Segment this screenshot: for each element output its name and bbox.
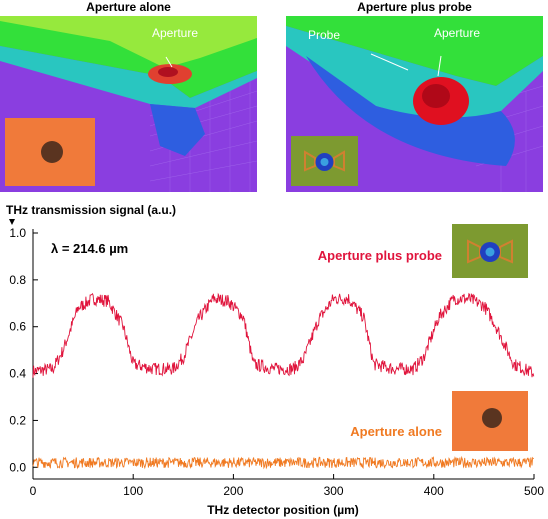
series-line-aperture-alone: [32, 455, 534, 470]
y-tick-label: 0.0: [9, 460, 26, 474]
x-tick-label: 300: [324, 484, 344, 498]
chart-probe-inset: [452, 224, 528, 278]
series-line-aperture-plus-probe: [32, 292, 535, 378]
y-tick-label: 0.4: [9, 367, 26, 381]
x-axis-label: THz detector position (µm): [207, 503, 359, 517]
chart-aperture-inset: [452, 391, 528, 451]
probe-label: Probe: [308, 28, 341, 42]
transmission-chart: THz transmission signal (a.u.) 0.0 0.2 0.4…: [6, 203, 544, 517]
aperture-hole: [41, 141, 63, 163]
y-axis-label: THz transmission signal (a.u.): [6, 203, 176, 217]
wavelength-annotation: λ = 214.6 µm: [51, 241, 128, 256]
x-tick-label: 100: [123, 484, 143, 498]
legend-aperture-plus-probe: Aperture plus probe: [318, 248, 442, 263]
x-tick-label: 200: [223, 484, 243, 498]
x-tick-label: 500: [524, 484, 544, 498]
y-tick-label: 0.6: [9, 320, 26, 334]
y-tick-label: 0.8: [9, 273, 26, 287]
left-aperture-label: Aperture: [152, 26, 199, 40]
right-aperture-label: Aperture: [434, 26, 481, 40]
x-tick-label: 400: [424, 484, 444, 498]
right-probe-inset: [291, 136, 358, 186]
left-simulation-image: Aperture: [0, 16, 257, 192]
x-tick-label: 0: [30, 484, 37, 498]
plot-area: 0.0 0.2 0.4 0.6 0.8 1.0 0 100 200 300 400 500: [9, 226, 544, 498]
y-tick-label: 1.0: [9, 226, 26, 240]
right-panel-title: Aperture plus probe: [357, 0, 472, 14]
legend-aperture-alone: Aperture alone: [350, 424, 442, 439]
y-axis-arrow: [9, 219, 15, 225]
y-tick-label: 0.2: [9, 413, 26, 427]
left-aperture-inset: [5, 118, 95, 186]
left-panel-title: Aperture alone: [86, 0, 171, 14]
right-simulation-image: Probe Aperture: [286, 16, 543, 192]
